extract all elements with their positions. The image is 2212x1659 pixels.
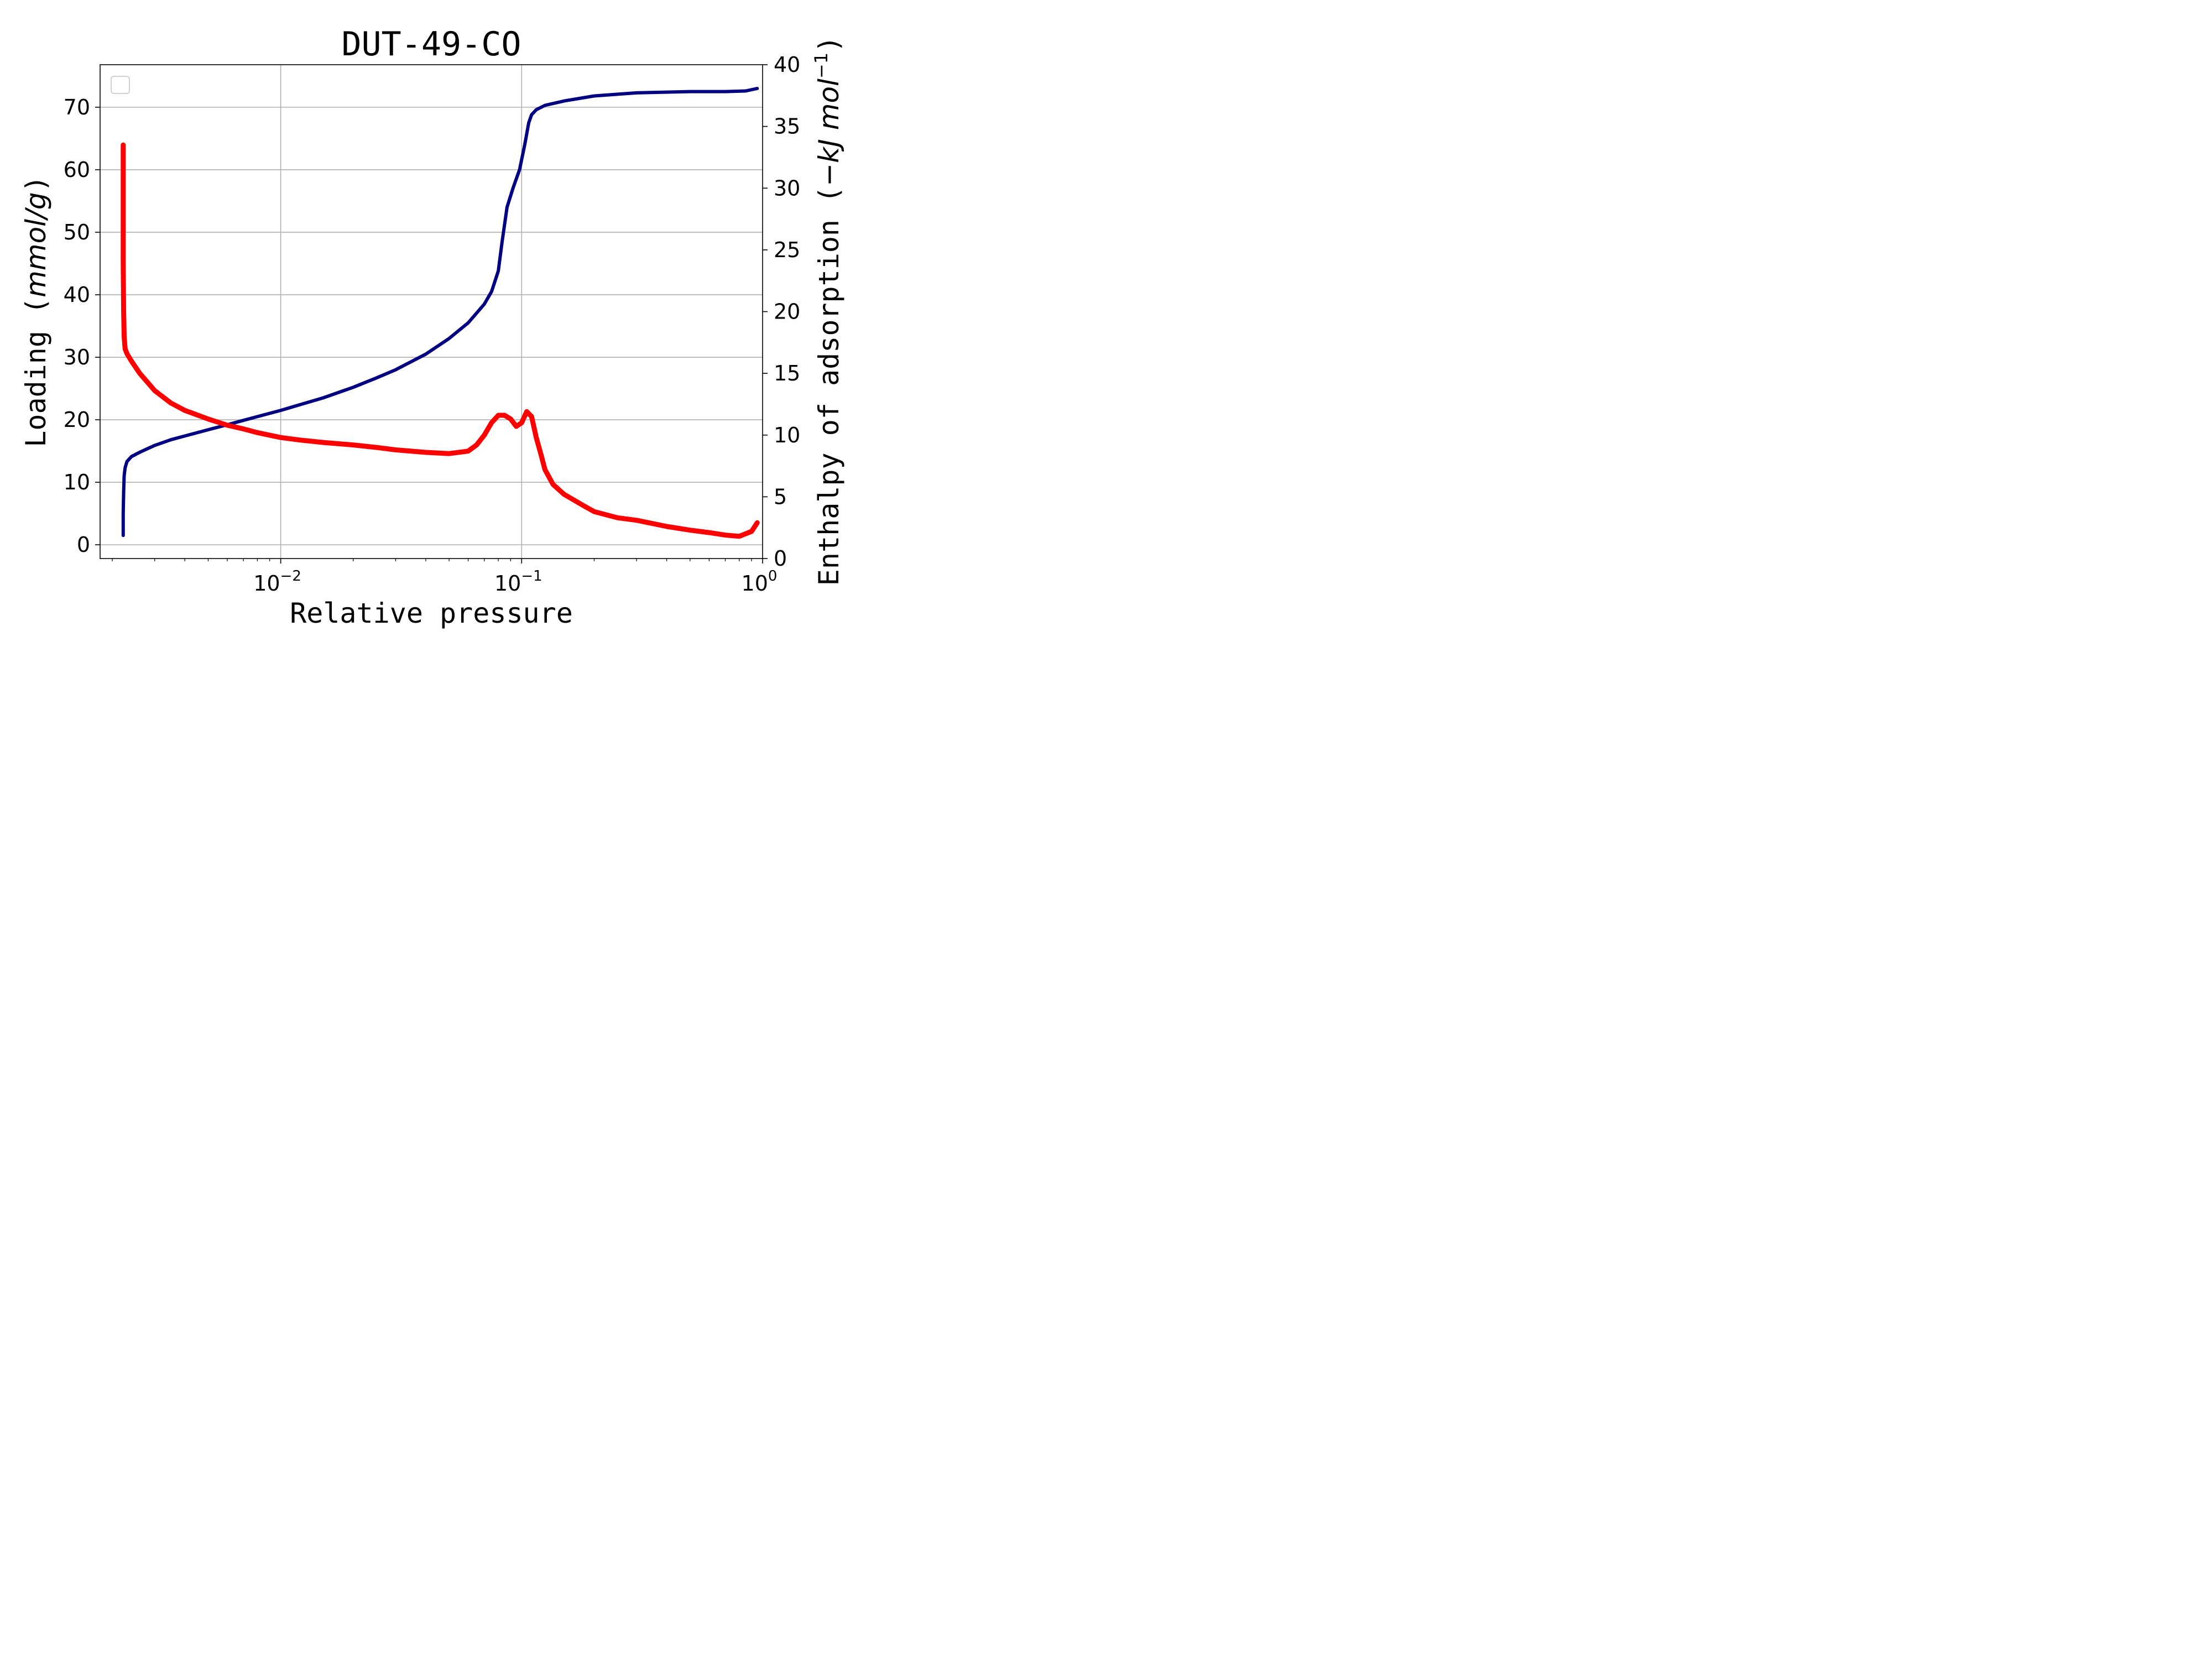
- y-tick-label: 20: [64, 408, 90, 432]
- y-tick-label: 60: [64, 158, 90, 182]
- y2-tick-label: 40: [774, 53, 800, 77]
- y2-axis-label-unit: −kJ mol: [813, 79, 845, 186]
- y-tick-label: 40: [64, 283, 90, 307]
- y-tick-label: 0: [77, 533, 90, 557]
- y2-tick-label: 35: [774, 114, 800, 139]
- y-tick-label: 30: [64, 345, 90, 369]
- x-tick-label: 10−2: [253, 568, 301, 596]
- y2-tick-label: 0: [774, 546, 787, 571]
- chart-title: DUT-49-CO: [341, 25, 521, 64]
- y2-tick-label: 10: [774, 423, 800, 447]
- x-tick-label-exponent: −2: [280, 568, 301, 585]
- x-axis-label: Relative pressure: [290, 597, 573, 629]
- x-tick-label: 100: [742, 568, 778, 596]
- gridlines: [100, 65, 763, 559]
- series-loading-line: [121, 87, 759, 538]
- y-axis-label-close: ): [20, 175, 52, 192]
- legend-box: [111, 76, 130, 94]
- x-tick-label-base: 10: [253, 571, 280, 596]
- y-tick-label: 10: [64, 470, 90, 494]
- y-axis-label-text: Loading (: [20, 298, 52, 447]
- chart: DUT-49-CO 10−2 10−1 1000102030405060700510…: [20, 25, 845, 629]
- y2-tick-label: 20: [774, 300, 800, 324]
- tick-layer: 10−2 10−1 10001020304050607005101520253035…: [64, 53, 801, 596]
- y-axis-label-unit: mmol/g: [20, 192, 52, 297]
- y2-axis-label: Enthalpy of adsorption (−kJ mol−1): [811, 36, 845, 586]
- y2-axis-label-text: Enthalpy of adsorption (: [813, 186, 845, 586]
- y2-tick-label: 25: [774, 238, 800, 262]
- plot-frame: [100, 64, 763, 559]
- x-tick-label-base: 10: [494, 571, 521, 596]
- series-enthalpy-line: [121, 142, 760, 539]
- series-layer: [121, 87, 760, 539]
- y-tick-label: 70: [64, 95, 90, 119]
- y2-axis-label-exponent: −1: [811, 53, 832, 79]
- y-tick-label: 50: [64, 220, 90, 244]
- x-tick-label-exponent: 0: [768, 568, 778, 585]
- y-axis-label: Loading (mmol/g): [20, 175, 52, 447]
- y2-axis-label-close: ): [813, 36, 845, 53]
- y2-tick-label: 15: [774, 361, 800, 385]
- x-tick-label: 10−1: [494, 568, 542, 596]
- y2-tick-label: 30: [774, 176, 800, 200]
- x-tick-label-exponent: −1: [521, 568, 542, 585]
- y2-tick-label: 5: [774, 484, 787, 509]
- x-tick-label-base: 10: [742, 571, 768, 596]
